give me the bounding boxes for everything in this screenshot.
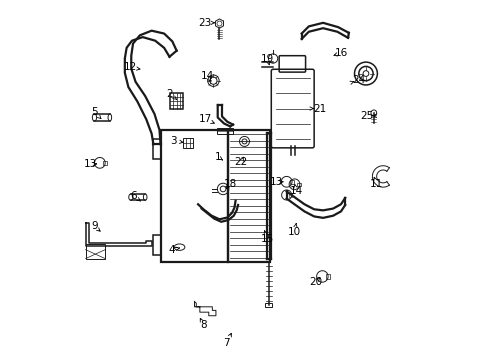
Bar [152,139,160,158]
Text: 9: 9 [91,221,98,231]
Text: 18: 18 [223,179,236,189]
Text: 13: 13 [269,177,283,187]
Text: 25: 25 [360,111,373,121]
Text: 14: 14 [289,186,302,196]
Bar [85,244,105,258]
Bar [264,302,272,307]
Text: 13: 13 [83,159,97,169]
Bar [325,274,329,279]
Bar [288,193,292,197]
Bar [152,235,160,255]
Text: 14: 14 [200,71,213,81]
Text: 5: 5 [91,107,98,117]
Text: 10: 10 [287,227,301,237]
Text: 8: 8 [200,320,206,330]
Text: 23: 23 [198,18,211,28]
Text: 12: 12 [123,63,137,72]
Text: 20: 20 [309,277,322,287]
Text: 19: 19 [261,54,274,64]
Text: 3: 3 [169,136,176,146]
Text: 16: 16 [334,48,347,58]
Bar [289,180,293,184]
Text: 2: 2 [166,89,172,99]
Bar [102,161,107,165]
Text: 6: 6 [130,191,137,201]
Bar [160,130,228,262]
Text: 4: 4 [167,245,174,255]
Text: 1: 1 [214,152,221,162]
Bar [228,130,269,262]
Bar [169,93,183,109]
Text: 17: 17 [198,114,211,124]
Text: 11: 11 [369,179,383,189]
Text: 15: 15 [261,234,274,244]
Bar [183,138,193,148]
Bar [297,183,300,186]
Bar [217,128,232,134]
Text: 7: 7 [223,338,229,347]
Text: 22: 22 [234,157,247,167]
Text: 24: 24 [351,75,365,85]
Text: 21: 21 [312,104,325,113]
